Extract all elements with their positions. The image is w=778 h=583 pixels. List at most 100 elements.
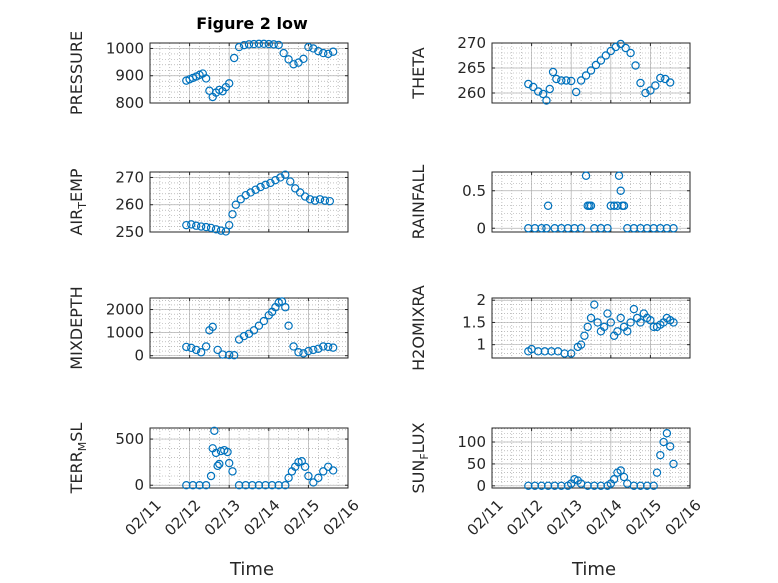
panel-3-data-point: [310, 196, 320, 205]
panel-2-data-point: [636, 78, 645, 88]
panel-5-data-point: [259, 316, 269, 326]
panel-6-data-point: [590, 300, 599, 309]
panel-2-data-point: [621, 43, 630, 53]
panel-4-data-point: [542, 224, 551, 233]
panel-1-y-tick-label: 800: [115, 94, 144, 112]
panel-2-data-point: [641, 88, 650, 98]
panel-6-data-point: [567, 349, 576, 358]
panel-7-data-point: [210, 426, 219, 435]
panel-5-data-point: [328, 343, 338, 352]
panel-7-data-point: [206, 471, 216, 481]
panel-8-x-tick-label: 02/15: [622, 496, 665, 539]
panel-5-data-point: [309, 345, 318, 355]
panel-3-data-point: [211, 225, 221, 234]
panel-5-data-point: [208, 322, 217, 332]
panel-3-data-point: [315, 195, 325, 204]
panel-2-data-point: [567, 76, 576, 86]
panel-8-data-point: [629, 481, 639, 491]
panel-1-data-point: [289, 60, 298, 69]
panel-6-data-point: [580, 331, 589, 340]
panel-8-data-point: [583, 481, 592, 491]
panel-5-data-point: [284, 321, 293, 330]
panel-7-data-point: [309, 478, 318, 487]
panel-5-data-point: [213, 345, 222, 355]
panel-7-data-point: [284, 473, 293, 483]
panel-1-data-point: [201, 74, 211, 83]
panel-4-data-point: [614, 171, 624, 180]
panel-6-y-tick-label: 1: [476, 336, 486, 354]
panel-4-data-point: [563, 224, 573, 233]
panel-5-data-point: [191, 345, 201, 355]
panel-4-data-point: [530, 224, 540, 233]
panel-5-data-point: [289, 342, 298, 351]
panel-6-data-point: [626, 318, 635, 327]
panel-7-data-point: [300, 462, 310, 471]
panel-3-data-point: [228, 210, 237, 219]
panel-2-data-point: [581, 71, 591, 80]
panel-1-data-point: [279, 48, 288, 58]
panel-8-y-axis-label: SUNFLUX: [409, 422, 431, 493]
panel-3-data-point: [266, 178, 275, 188]
panel-4-axes-frame: [491, 171, 691, 233]
panel-4-y-tick-label: 0.5: [462, 182, 486, 200]
panel-1-y-tick-label: 1000: [106, 39, 144, 57]
panel-1-y-tick-label: 900: [115, 67, 144, 85]
panel-4-data-point: [609, 201, 619, 210]
panel-3-axes-frame: [149, 171, 349, 233]
panel-7-x-tick-label: 02/13: [201, 496, 244, 539]
panel-6-data-point: [646, 316, 655, 325]
panel-7-x-tick-label: 02/15: [280, 496, 323, 539]
panel-1-data-point: [309, 44, 318, 53]
panel-6-data-point: [629, 304, 639, 314]
panel-1-data-point: [304, 42, 313, 52]
panel-3-data-point: [236, 195, 245, 204]
panel-8-data-point: [530, 481, 540, 491]
panel-5-y-tick-label: 0: [134, 347, 144, 365]
panel-6-data-point: [586, 313, 596, 323]
panel-8-y-tick-label: 50: [467, 455, 486, 473]
panel-8-data-point: [652, 468, 662, 477]
panel-7-data-point: [201, 481, 211, 490]
panel-2-data-point: [534, 87, 543, 96]
panel-8-y-tick-label: 0: [476, 477, 486, 495]
panel-6-y-tick-label: 1.5: [462, 313, 486, 331]
panel-4-data-point: [570, 224, 579, 233]
panel-4-data-point: [613, 201, 622, 210]
panel-7-data-point: [215, 459, 224, 469]
panel-5-data-point: [254, 321, 264, 330]
panel-2-y-axis-label: THETA: [409, 47, 428, 99]
panel-1-data-point: [259, 39, 269, 49]
panel-2-data-point: [562, 76, 571, 85]
panel-6-data-point: [593, 318, 602, 327]
panel-7-x-tick-label: 02/11: [121, 496, 164, 539]
panel-6-data-point: [636, 318, 645, 327]
panel-4-data-point: [581, 171, 591, 180]
panel-1-axes-frame: [149, 42, 349, 104]
panel-5-data-point: [239, 331, 249, 341]
panel-2-data-point: [576, 76, 586, 85]
panel-1-data-point: [274, 40, 283, 50]
panel-6-data-point: [576, 340, 586, 349]
panel-8-data-point: [537, 481, 546, 491]
panel-2-data-point: [571, 87, 581, 97]
panel-5-data-point: [224, 350, 234, 360]
panel-6-y-tick-label: 2: [476, 291, 486, 309]
panel-8-data-point: [616, 466, 625, 475]
x-axis-label-right: Time: [571, 559, 616, 580]
panel-2-axes-frame: [491, 42, 691, 104]
panel-1-data-point: [324, 49, 333, 59]
panel-3-data-point: [231, 200, 240, 209]
panel-3-y-tick-label: 250: [115, 223, 144, 241]
panel-2-data-point: [542, 96, 551, 105]
panel-1-data-point: [328, 47, 338, 56]
panel-5-data-point: [281, 303, 290, 312]
panel-7-x-tick-label: 02/14: [240, 496, 283, 539]
panel-3-data-point: [182, 220, 191, 230]
panel-8-data-point: [669, 459, 678, 469]
panel-7-y-tick-label: 500: [115, 430, 144, 448]
panel-7-data-point: [281, 481, 290, 490]
panel-3-y-tick-label: 270: [115, 168, 144, 186]
panel-5-data-point: [201, 342, 211, 351]
panel-3-data-point: [300, 192, 310, 201]
